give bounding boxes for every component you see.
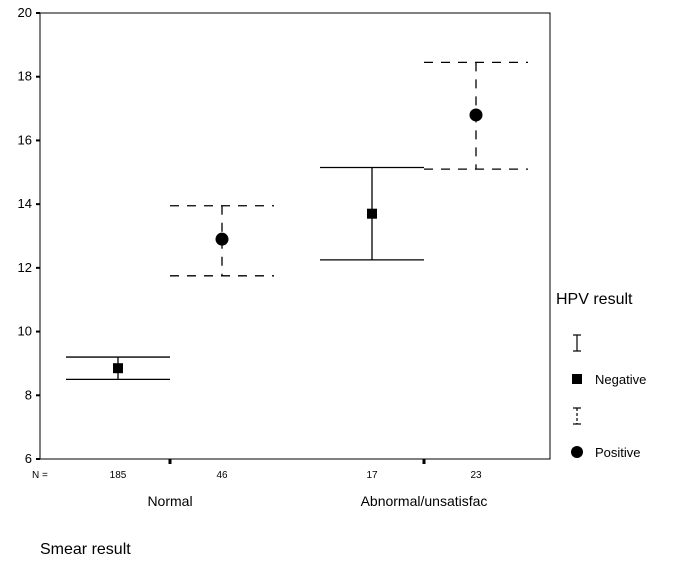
legend-label-negative: Negative bbox=[595, 372, 646, 387]
y-tick-label: 12 bbox=[18, 260, 32, 275]
y-tick-label: 18 bbox=[18, 69, 32, 84]
error-bar-negative-1 bbox=[320, 166, 424, 261]
y-tick-label: 14 bbox=[18, 196, 32, 211]
y-tick-label: 10 bbox=[18, 324, 32, 339]
error-bar-positive-1 bbox=[424, 61, 528, 170]
y-tick-label: 20 bbox=[18, 5, 32, 20]
error-bar-negative-0 bbox=[66, 356, 170, 381]
y-axis: 6 8 10 12 14 16 18 20 bbox=[18, 5, 40, 466]
mean-marker-square bbox=[113, 363, 123, 374]
legend-square-marker bbox=[572, 374, 582, 384]
plot-area-frame bbox=[39, 12, 551, 460]
n-count-label: 46 bbox=[216, 470, 228, 481]
legend: HPV result Negative Positive bbox=[556, 291, 646, 460]
legend-errorbar-icon bbox=[573, 407, 581, 425]
legend-errorbar-icon bbox=[573, 334, 581, 352]
legend-label-positive: Positive bbox=[595, 445, 641, 460]
y-tick-label: 6 bbox=[25, 451, 32, 466]
y-tick-label: 16 bbox=[18, 132, 32, 147]
mean-marker-square bbox=[367, 208, 377, 219]
x-category-label: Abnormal/unsatisfac bbox=[361, 493, 488, 509]
n-count-label: 185 bbox=[110, 470, 127, 481]
error-bar-positive-0 bbox=[170, 205, 274, 277]
legend-circle-marker bbox=[571, 446, 583, 458]
mean-marker-circle bbox=[469, 108, 483, 122]
n-count-label: 17 bbox=[366, 470, 378, 481]
error-bar-marks bbox=[66, 61, 528, 381]
legend-title: HPV result bbox=[556, 291, 633, 308]
mean-marker-circle bbox=[215, 232, 229, 246]
x-category-label: Normal bbox=[147, 493, 192, 509]
n-count-label: 23 bbox=[470, 470, 482, 481]
y-tick-label: 8 bbox=[25, 387, 32, 402]
x-axis-title: Smear result bbox=[40, 541, 131, 558]
n-prefix-label: N = bbox=[32, 470, 48, 481]
x-axis: Normal Abnormal/unsatisfac N = 185 17 46 23 bbox=[32, 459, 487, 509]
